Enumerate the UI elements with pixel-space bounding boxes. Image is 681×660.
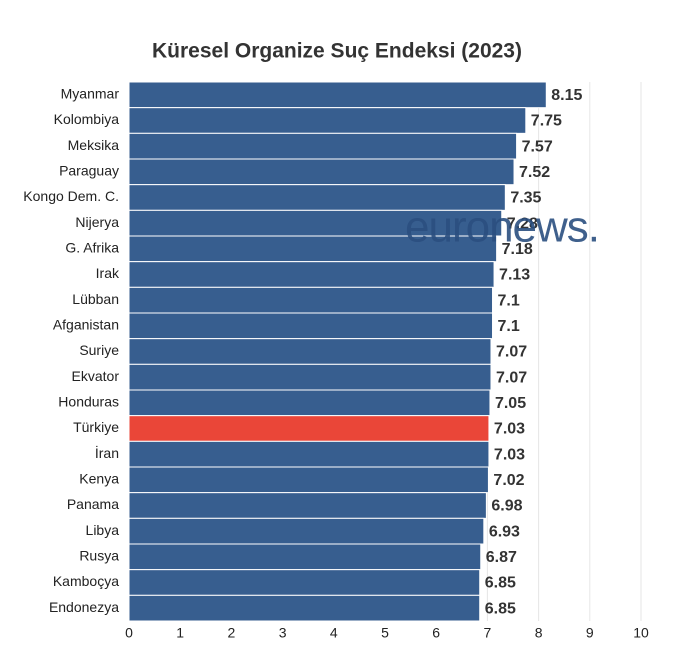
bar (128, 415, 490, 442)
y-tick-label: İran (95, 444, 119, 461)
y-tick-label: Honduras (58, 394, 119, 410)
bar (128, 466, 489, 494)
bar (128, 440, 490, 468)
value-label: 7.03 (494, 421, 525, 438)
value-label: 6.85 (485, 575, 516, 592)
value-label: 7.07 (496, 344, 527, 361)
value-label: 7.03 (494, 446, 525, 463)
y-tick-label: Lübban (72, 291, 119, 307)
x-tick-label: 8 (535, 625, 543, 641)
bar (128, 158, 515, 186)
x-tick-label: 7 (484, 625, 492, 641)
value-label: 7.13 (499, 267, 530, 284)
x-tick-label: 1 (176, 625, 184, 641)
y-tick-label: Meksika (68, 137, 120, 153)
x-tick-label: 0 (125, 625, 133, 641)
value-label: 6.85 (485, 600, 516, 617)
x-tick-label: 2 (228, 625, 236, 641)
value-label: 7.1 (498, 292, 520, 309)
chart-title: Küresel Organize Suç Endeksi (2023) (152, 40, 522, 63)
value-label: 6.98 (491, 498, 522, 515)
y-tick-label: Libya (86, 522, 120, 538)
value-label: 7.02 (493, 472, 524, 489)
bar (128, 543, 482, 571)
x-tick-label: 6 (432, 625, 440, 641)
value-label: 7.28 (507, 215, 538, 232)
value-label: 7.07 (496, 369, 527, 386)
bar (128, 517, 485, 545)
x-tick-label: 3 (279, 625, 287, 641)
x-tick-label: 9 (586, 625, 594, 641)
bar (128, 492, 487, 519)
value-label: 7.35 (510, 190, 541, 207)
bar (128, 363, 492, 391)
bar (128, 209, 503, 237)
bar (128, 261, 495, 288)
value-label: 7.52 (519, 164, 550, 181)
y-tick-label: Ekvator (72, 368, 120, 384)
bar (128, 107, 527, 134)
bar (128, 312, 494, 340)
value-label: 6.93 (489, 523, 520, 540)
x-tick-label: 10 (633, 625, 649, 641)
y-tick-label: Kongo Dem. C. (23, 188, 119, 204)
bar (128, 81, 547, 109)
y-tick-label: Nijerya (75, 214, 119, 230)
y-tick-label: Afganistan (53, 317, 119, 333)
bar (128, 569, 481, 596)
value-label: 7.75 (531, 113, 562, 130)
bar (128, 286, 494, 314)
y-tick-label: Endonezya (49, 599, 119, 615)
bar (128, 132, 518, 160)
y-tick-label: Panama (67, 496, 119, 512)
value-label: 8.15 (551, 87, 582, 104)
x-tick-label: 5 (381, 625, 389, 641)
bar (128, 184, 506, 211)
y-tick-label: Irak (96, 265, 120, 281)
value-label: 7.1 (498, 318, 520, 335)
y-tick-label: Myanmar (61, 86, 120, 102)
value-label: 7.05 (495, 395, 526, 412)
y-tick-label: Rusya (79, 548, 119, 564)
y-tick-label: Kamboçya (53, 573, 119, 589)
y-tick-label: Türkiye (73, 419, 119, 435)
watermark: euronews. (405, 203, 599, 252)
y-tick-label: G. Afrika (65, 240, 119, 256)
bar (128, 338, 492, 365)
x-tick-label: 4 (330, 625, 338, 641)
value-label: 7.18 (502, 241, 533, 258)
y-tick-label: Paraguay (59, 163, 119, 179)
y-tick-label: Kolombiya (54, 111, 120, 127)
value-label: 6.87 (486, 549, 517, 566)
bar (128, 594, 481, 622)
bar (128, 389, 491, 417)
y-tick-label: Kenya (79, 471, 119, 487)
value-label: 7.57 (522, 138, 553, 155)
y-tick-label: Suriye (79, 342, 119, 358)
